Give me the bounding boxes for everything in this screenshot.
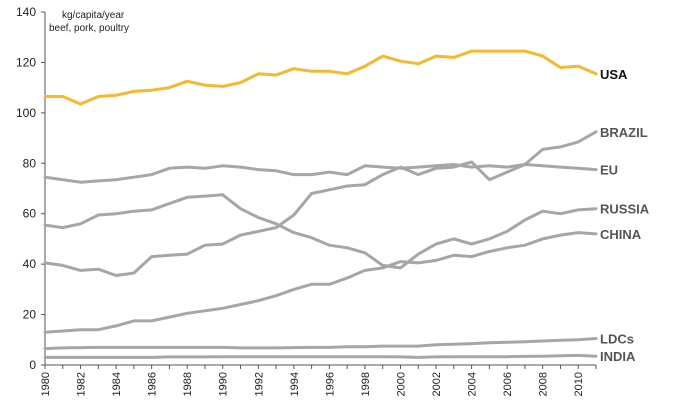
series-line-ldcs bbox=[43, 337, 598, 351]
x-tick-label: 1996 bbox=[324, 372, 336, 396]
series-label-russia: RUSSIA bbox=[600, 202, 650, 217]
x-tick-label: 2006 bbox=[502, 372, 514, 396]
x-tick-label: 1986 bbox=[147, 372, 159, 396]
y-tick-label: 0 bbox=[29, 358, 36, 372]
x-tick-label: 1984 bbox=[111, 372, 123, 396]
series-line-india bbox=[43, 353, 598, 359]
x-tick-label: 1988 bbox=[182, 372, 194, 396]
x-tick-label: 2002 bbox=[431, 372, 443, 396]
y-axis: 0 20 40 60 80 100 120 140 bbox=[16, 5, 46, 372]
series-label-usa: USA bbox=[600, 67, 628, 82]
unit-note-line-1: kg/capita/year bbox=[62, 10, 125, 21]
x-tick-label: 2000 bbox=[395, 372, 407, 396]
x-axis: 1980 1982 1984 1986 1988 1990 1992 1994 1996 1998… bbox=[40, 364, 597, 396]
series-label-eu: EU bbox=[600, 163, 618, 178]
series-line-usa bbox=[43, 49, 598, 106]
series-labels: USA BRAZIL EU RUSSIA CHINA LDCs INDIA bbox=[600, 67, 650, 364]
y-tick-label: 80 bbox=[23, 156, 37, 170]
unit-note: kg/capita/year beef, pork, poultry bbox=[49, 10, 129, 34]
y-tick-label: 120 bbox=[16, 55, 36, 69]
series-label-ldcs: LDCs bbox=[600, 332, 634, 347]
y-tick-label: 40 bbox=[23, 257, 37, 271]
x-tick-label: 1992 bbox=[253, 372, 265, 396]
x-tick-label: 2010 bbox=[573, 372, 585, 396]
series-line-russia bbox=[43, 193, 598, 270]
series-label-india: INDIA bbox=[600, 349, 636, 364]
x-tick-label: 1980 bbox=[40, 372, 52, 396]
x-tick-label: 1998 bbox=[360, 372, 372, 396]
x-tick-label: 2008 bbox=[538, 372, 550, 396]
series-lines bbox=[43, 49, 598, 359]
x-tick-label: 1990 bbox=[218, 372, 230, 396]
y-tick-label: 140 bbox=[16, 5, 36, 19]
x-tick-label: 1994 bbox=[289, 372, 301, 396]
series-line-brazil bbox=[43, 130, 598, 277]
y-tick-label: 60 bbox=[23, 207, 37, 221]
y-tick-label: 100 bbox=[16, 106, 36, 120]
series-line-eu bbox=[43, 163, 598, 184]
unit-note-line-2: beef, pork, poultry bbox=[49, 23, 129, 34]
y-tick-label: 20 bbox=[23, 308, 37, 322]
x-tick-label: 2004 bbox=[467, 372, 479, 396]
x-tick-label: 1982 bbox=[76, 372, 88, 396]
series-line-china bbox=[43, 231, 598, 334]
series-label-china: CHINA bbox=[600, 227, 642, 242]
series-label-brazil: BRAZIL bbox=[600, 125, 648, 140]
